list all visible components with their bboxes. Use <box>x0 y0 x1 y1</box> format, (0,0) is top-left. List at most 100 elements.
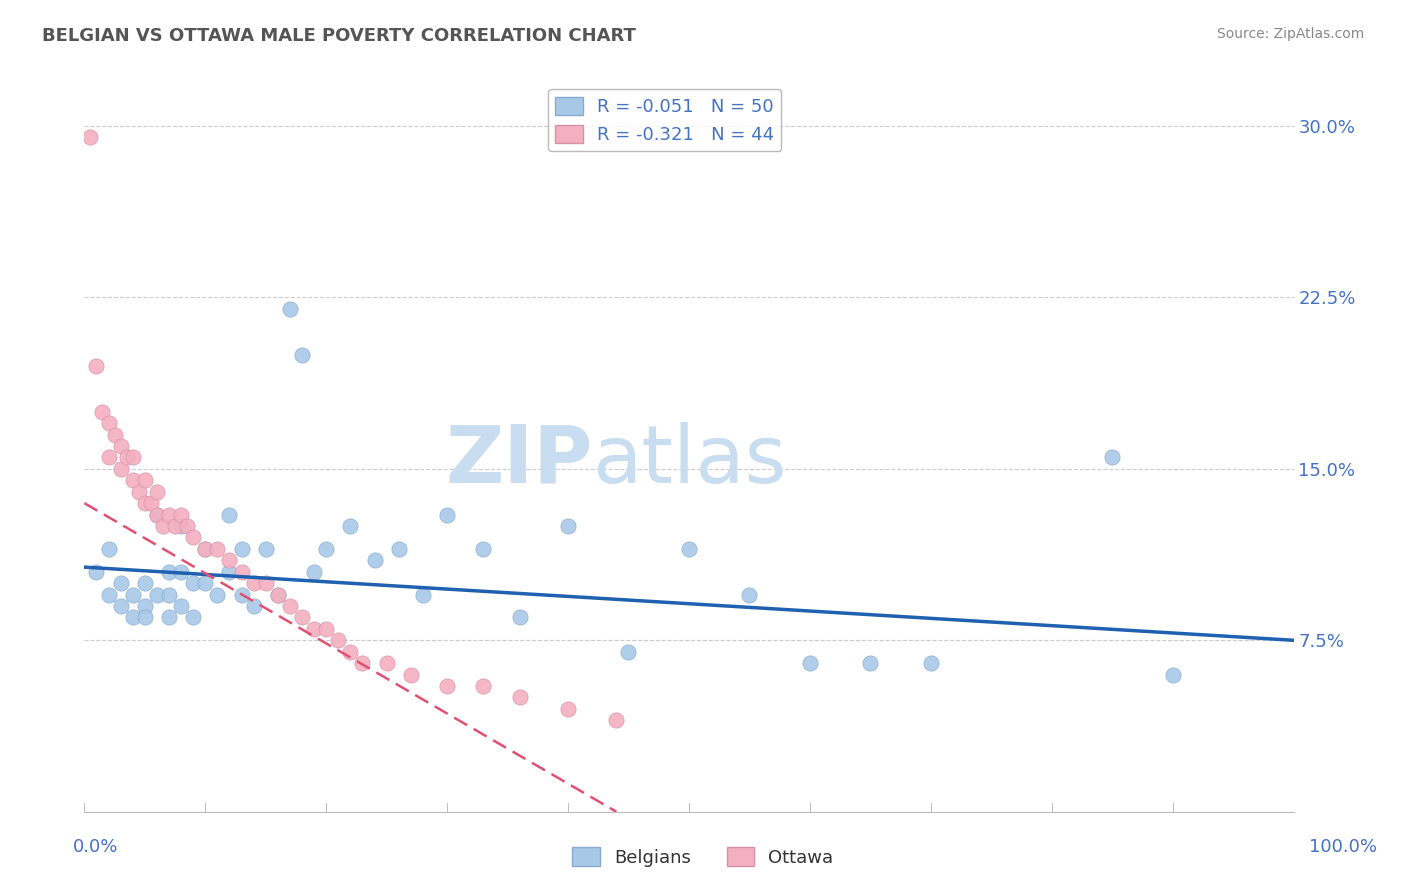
Point <box>254 576 277 591</box>
Point <box>617 645 640 659</box>
Point <box>291 610 314 624</box>
Point <box>278 301 301 316</box>
Point <box>738 588 761 602</box>
Point <box>509 690 531 705</box>
Text: ZIP: ZIP <box>444 422 592 500</box>
Point <box>128 484 150 499</box>
Point <box>399 667 422 681</box>
Point <box>86 359 108 373</box>
Point <box>146 508 169 522</box>
Point <box>339 519 361 533</box>
Point <box>170 599 193 613</box>
Point <box>194 576 217 591</box>
Point <box>152 519 174 533</box>
Point <box>799 656 821 670</box>
Point <box>146 508 169 522</box>
Point <box>110 599 132 613</box>
Point <box>472 541 495 556</box>
Point <box>472 679 495 693</box>
Text: BELGIAN VS OTTAWA MALE POVERTY CORRELATION CHART: BELGIAN VS OTTAWA MALE POVERTY CORRELATI… <box>42 27 636 45</box>
Point <box>121 610 143 624</box>
Point <box>97 416 120 430</box>
Point <box>231 565 253 579</box>
Point <box>134 473 156 487</box>
Point <box>146 588 169 602</box>
Point <box>557 519 579 533</box>
Text: atlas: atlas <box>592 422 786 500</box>
Legend: Belgians, Ottawa: Belgians, Ottawa <box>565 840 841 874</box>
Point <box>352 656 374 670</box>
Text: Source: ZipAtlas.com: Source: ZipAtlas.com <box>1216 27 1364 41</box>
Point <box>157 508 180 522</box>
Point <box>605 714 627 728</box>
Point <box>375 656 398 670</box>
Legend: R = -0.051   N = 50, R = -0.321   N = 44: R = -0.051 N = 50, R = -0.321 N = 44 <box>548 89 782 152</box>
Point <box>181 610 204 624</box>
Point <box>165 519 187 533</box>
Point <box>557 702 579 716</box>
Point <box>242 576 264 591</box>
Point <box>436 679 458 693</box>
Point <box>97 588 120 602</box>
Point <box>242 599 264 613</box>
Point <box>181 576 204 591</box>
Point <box>170 565 193 579</box>
Point <box>176 519 198 533</box>
Point <box>121 588 143 602</box>
Point <box>328 633 350 648</box>
Point <box>104 427 127 442</box>
Point <box>509 610 531 624</box>
Point <box>859 656 882 670</box>
Point <box>134 576 156 591</box>
Point <box>1161 667 1184 681</box>
Point <box>110 439 132 453</box>
Point <box>194 541 217 556</box>
Point <box>110 462 132 476</box>
Point <box>79 130 101 145</box>
Point <box>267 588 290 602</box>
Point <box>115 450 138 465</box>
Point <box>207 541 229 556</box>
Point <box>412 588 434 602</box>
Point <box>170 519 193 533</box>
Point <box>1101 450 1123 465</box>
Point <box>86 565 108 579</box>
Point <box>157 610 180 624</box>
Point <box>134 610 156 624</box>
Point <box>121 473 143 487</box>
Point <box>146 484 169 499</box>
Point <box>110 576 132 591</box>
Point <box>231 588 253 602</box>
Point <box>157 588 180 602</box>
Point <box>218 565 240 579</box>
Point <box>302 565 325 579</box>
Point <box>315 622 337 636</box>
Point <box>315 541 337 556</box>
Point <box>363 553 385 567</box>
Point <box>218 508 240 522</box>
Point <box>436 508 458 522</box>
Point <box>194 541 217 556</box>
Point <box>97 450 120 465</box>
Text: 100.0%: 100.0% <box>1309 838 1376 855</box>
Point <box>218 553 240 567</box>
Point <box>278 599 301 613</box>
Point <box>181 530 204 544</box>
Point <box>231 541 253 556</box>
Point <box>134 496 156 510</box>
Point <box>678 541 700 556</box>
Point <box>170 508 193 522</box>
Point <box>121 450 143 465</box>
Point <box>267 588 290 602</box>
Point <box>291 347 314 362</box>
Point <box>302 622 325 636</box>
Point <box>91 405 114 419</box>
Point <box>254 541 277 556</box>
Point <box>920 656 942 670</box>
Text: 0.0%: 0.0% <box>73 838 118 855</box>
Point <box>388 541 411 556</box>
Point <box>134 599 156 613</box>
Point <box>339 645 361 659</box>
Point <box>139 496 162 510</box>
Point <box>97 541 120 556</box>
